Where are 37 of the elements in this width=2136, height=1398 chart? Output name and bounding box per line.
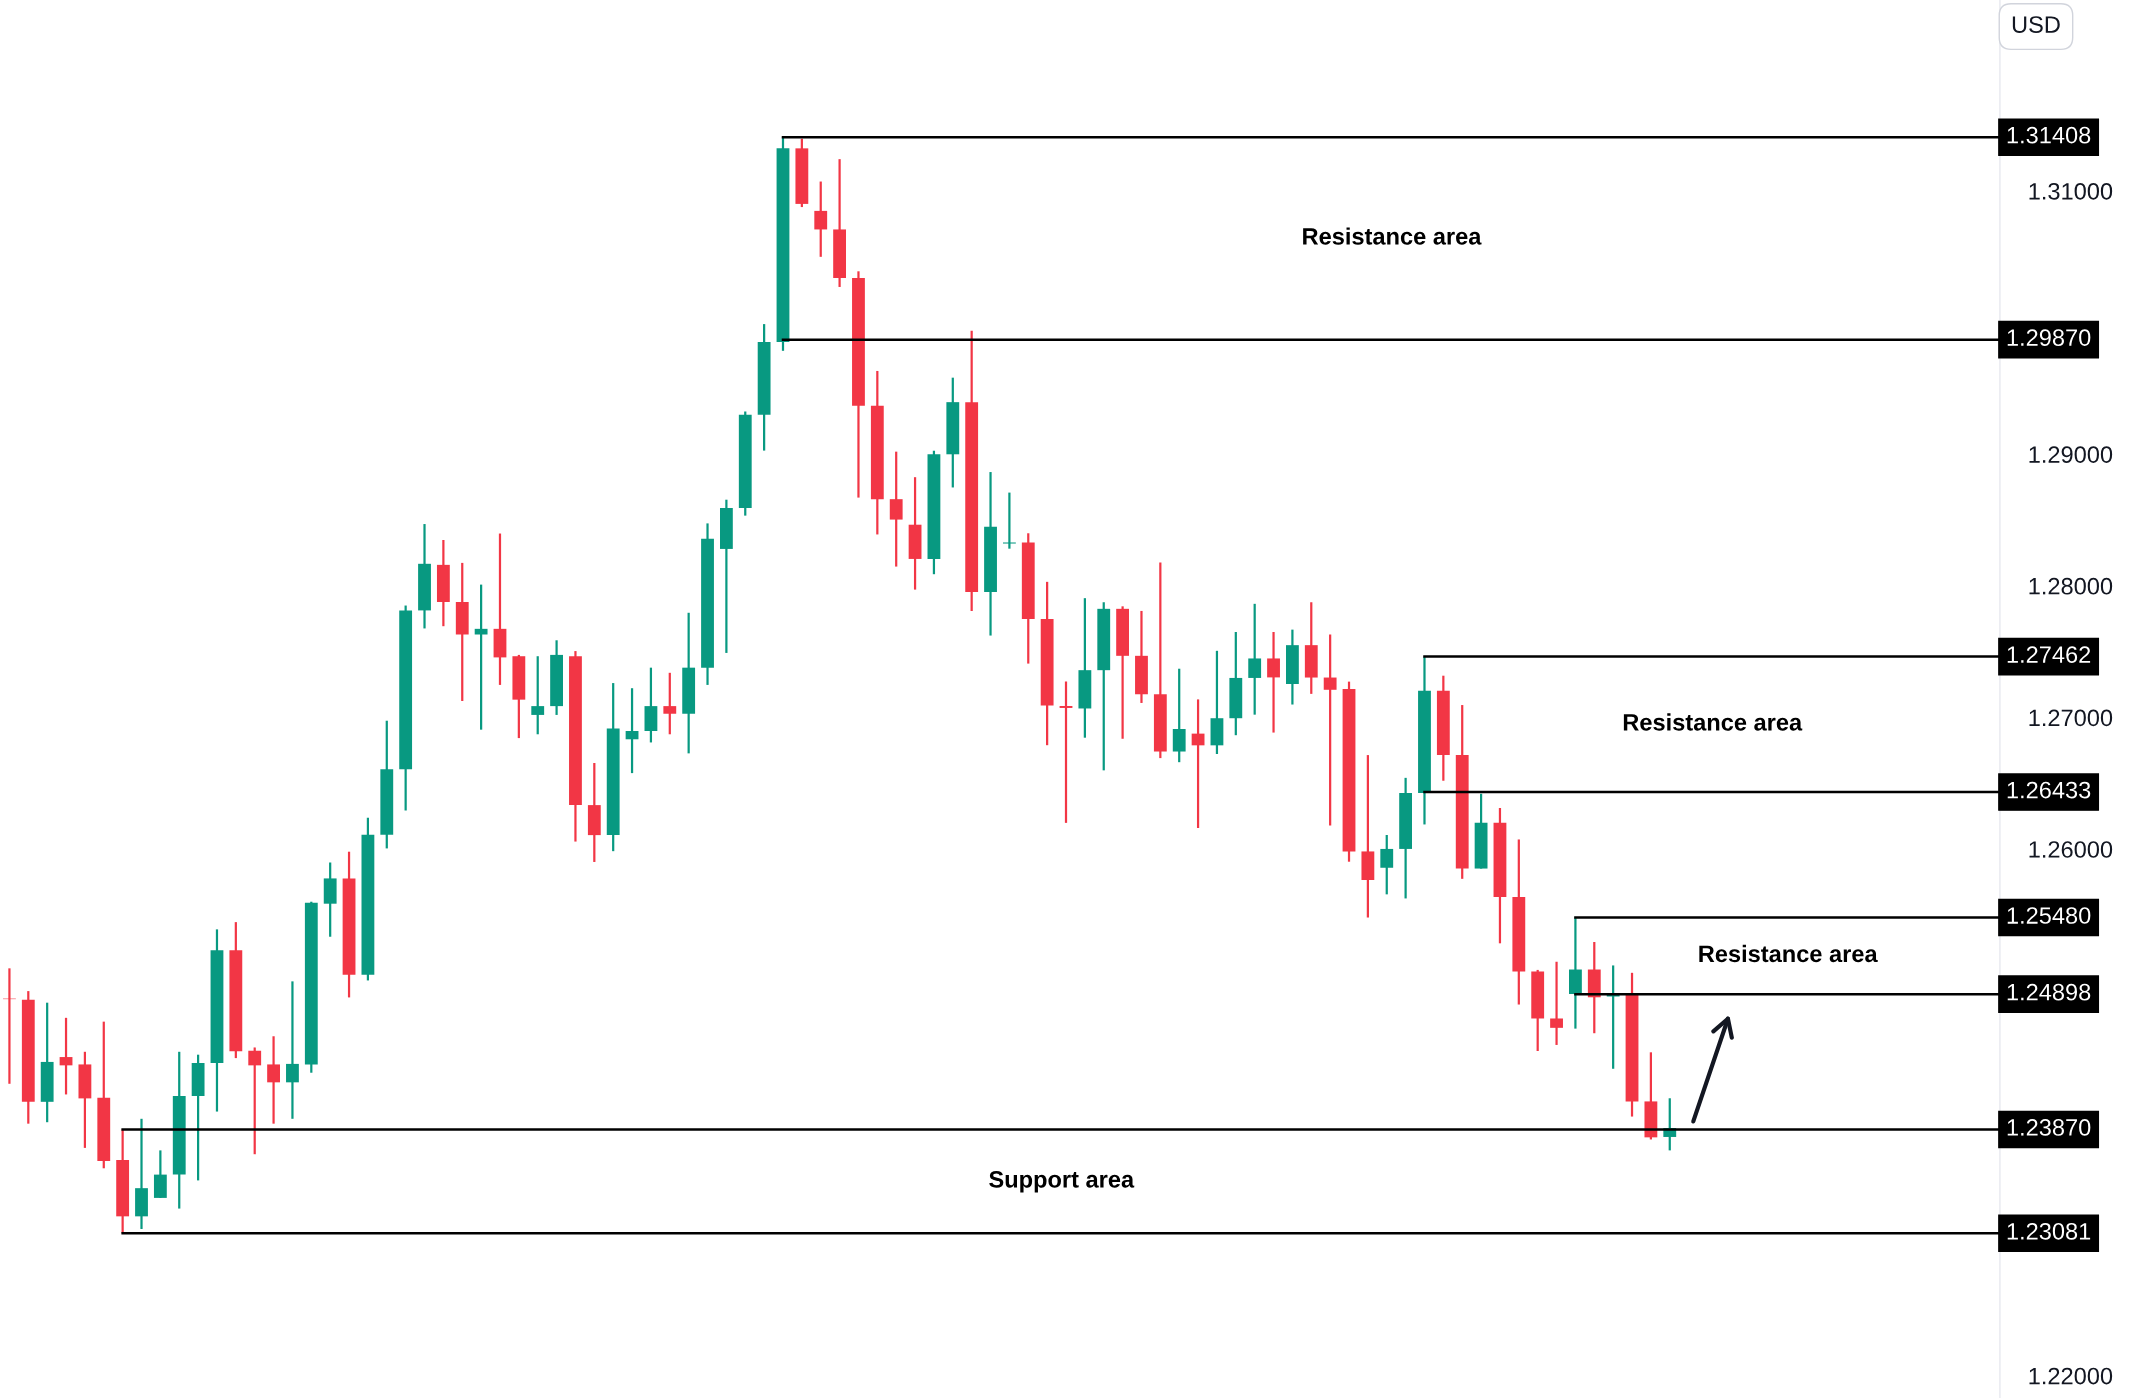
ref-line-label: 1.24898 <box>2007 983 2091 1001</box>
ref-line-label: 1.23081 <box>2007 1222 2091 1240</box>
candlestick <box>625 687 639 775</box>
y-tick-label: 1.27000 <box>2029 709 2113 727</box>
candlestick <box>1248 602 1262 716</box>
ref-line-label: 1.26433 <box>2007 781 2091 799</box>
candlestick <box>663 671 677 736</box>
ref-line-label: 1.29870 <box>2007 329 2091 346</box>
ref-line-label: 1.25480 <box>2007 907 2091 924</box>
candlestick <box>1059 680 1073 824</box>
annotation: Resistance area <box>1303 227 1482 245</box>
candlestick <box>286 980 299 1120</box>
candlestick <box>1380 833 1394 896</box>
candlestick <box>153 1149 167 1200</box>
candlestick <box>1267 630 1280 734</box>
candlestick <box>814 180 828 258</box>
candlestick <box>1172 667 1186 764</box>
ref-line-label: 1.31408 <box>2007 126 2091 144</box>
candlestick <box>1550 960 1563 1047</box>
candlestick <box>267 1035 280 1125</box>
annotation: Resistance area <box>1623 713 1803 731</box>
candlestick <box>1323 633 1337 827</box>
candlestick <box>531 655 545 736</box>
y-tick-label: 1.29000 <box>2029 446 2113 463</box>
annotation: Support area <box>989 1171 1135 1193</box>
candlestick <box>248 1046 262 1156</box>
y-tick-label: 1.22000 <box>2029 1367 2113 1385</box>
ref-line-label: 1.23870 <box>2007 1119 2091 1136</box>
y-tick-label: 1.31000 <box>2029 182 2113 200</box>
y-tick-label: 1.28000 <box>2029 577 2113 595</box>
candlestick <box>1002 491 1016 550</box>
y-tick-label: 1.26000 <box>2029 841 2113 858</box>
annotation: Resistance area <box>1699 944 1878 963</box>
text: USD <box>2012 16 2060 33</box>
candlestick <box>889 450 903 568</box>
ref-line-label: 1.27462 <box>2007 646 2091 663</box>
candlestick <box>59 1016 73 1096</box>
